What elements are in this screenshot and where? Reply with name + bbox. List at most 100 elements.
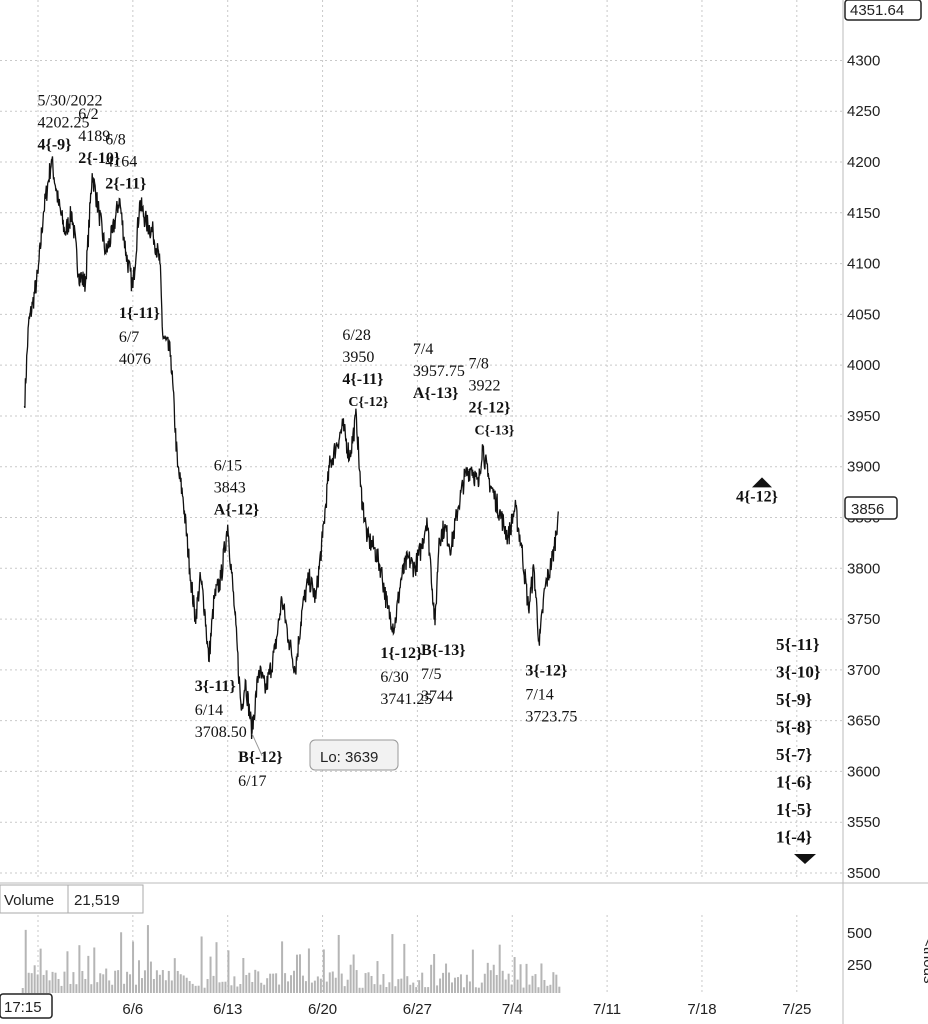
volume-bar <box>358 987 361 993</box>
volume-bar <box>513 957 516 993</box>
wave-label: B{-12} <box>238 749 283 766</box>
volume-bar <box>525 963 528 993</box>
annotation-text: 4189 <box>78 128 110 145</box>
volume-bar <box>495 974 498 993</box>
volume-bar <box>284 973 287 993</box>
volume-bar <box>519 964 522 993</box>
y-tick-label: 3800 <box>847 560 880 577</box>
volume-bar <box>522 987 525 993</box>
x-tick-label: 6/27 <box>403 1001 432 1018</box>
volume-bar <box>120 932 123 993</box>
volume-bar <box>298 954 301 993</box>
volume-unit-label: <thous <box>920 938 928 983</box>
x-tick-label: 6/20 <box>308 1001 337 1018</box>
y-tick-label: 4300 <box>847 52 880 69</box>
annotation-text: 6/15 <box>214 458 242 475</box>
volume-bar <box>504 979 507 993</box>
volume-bar <box>328 972 331 993</box>
wave-label: A{-12} <box>214 502 260 519</box>
x-tick-label: 7/11 <box>593 1001 621 1018</box>
volume-bar <box>117 970 120 993</box>
volume-value: 21,519 <box>74 892 120 909</box>
lo-callout-text: Lo: 3639 <box>320 749 378 766</box>
volume-bar <box>507 973 510 993</box>
projection-down-label: 5{-11} <box>776 635 820 654</box>
volume-bar <box>468 981 471 993</box>
volume-bar <box>301 975 304 993</box>
volume-bar <box>325 981 328 993</box>
volume-bar <box>415 987 418 993</box>
volume-bar <box>343 986 346 993</box>
volume-bar <box>84 978 87 993</box>
volume-bar <box>191 983 194 993</box>
volume-bar <box>140 978 143 993</box>
volume-bar <box>218 982 221 993</box>
volume-bar <box>152 978 155 993</box>
volume-bar <box>158 974 161 993</box>
volume-bar <box>477 987 480 993</box>
y-tick-label: 3550 <box>847 814 880 831</box>
time-badge-text: 17:15 <box>4 999 42 1016</box>
volume-bar <box>462 987 465 993</box>
annotation-text: 6/8 <box>105 132 125 149</box>
volume-bar <box>352 954 355 993</box>
volume-bar <box>54 972 57 993</box>
y-tick-label: 4050 <box>847 306 880 323</box>
annotation-text: 6/7 <box>119 329 139 346</box>
volume-bar <box>197 985 200 993</box>
last-price-badge-text: 3856 <box>851 501 884 518</box>
volume-bar <box>427 987 430 993</box>
volume-bar <box>60 985 63 993</box>
wave-label: B{-13} <box>421 642 466 659</box>
volume-bar <box>272 973 275 993</box>
volume-bar <box>185 977 188 993</box>
volume-bar <box>33 965 36 993</box>
volume-bar <box>239 984 242 993</box>
volume-bar <box>209 956 212 993</box>
projection-up-label: 4{-12} <box>736 488 778 505</box>
volume-bar <box>182 975 185 993</box>
volume-bar <box>102 974 105 993</box>
projection-down-label: 5{-7} <box>776 745 812 764</box>
volume-bar <box>451 982 454 993</box>
wave-label: 4{-11} <box>342 371 383 388</box>
y-tick-label: 3500 <box>847 865 880 882</box>
volume-bar <box>537 987 540 993</box>
annotation-text: 5/30/2022 <box>38 93 103 110</box>
volume-bar <box>331 971 334 993</box>
volume-bar <box>254 969 257 993</box>
volume-bar <box>203 987 206 993</box>
volume-bar <box>251 981 254 993</box>
volume-bar <box>245 975 248 993</box>
volume-bar <box>200 936 203 993</box>
volume-bar <box>436 985 439 993</box>
volume-bar <box>558 986 561 993</box>
wave-label: 3{-11} <box>195 678 236 695</box>
y-tick-label: 3750 <box>847 611 880 628</box>
wave-label: C{-13} <box>474 423 514 438</box>
volume-bar <box>129 974 132 993</box>
volume-bar <box>143 970 146 993</box>
volume-bar <box>39 948 42 993</box>
volume-bar <box>66 951 69 993</box>
volume-bar <box>552 972 555 993</box>
volume-bar <box>418 980 421 993</box>
volume-bar <box>543 980 546 993</box>
volume-bar <box>167 970 170 993</box>
annotation-text: 7/5 <box>421 666 441 683</box>
volume-bar <box>480 982 483 993</box>
volume-bar <box>394 986 397 993</box>
volume-bar <box>540 963 543 993</box>
y-tick-label: 3900 <box>847 459 880 476</box>
volume-bar <box>69 983 72 993</box>
volume-bar <box>36 974 39 993</box>
volume-bar <box>421 972 424 993</box>
volume-bar <box>161 970 164 993</box>
projection-down-label: 3{-10} <box>776 663 821 682</box>
volume-bar <box>212 975 215 993</box>
projection-down-label: 1{-6} <box>776 773 812 792</box>
volume-bar <box>471 949 474 993</box>
wave-label: A{-13} <box>413 385 459 402</box>
wave-label: C{-12} <box>348 395 388 410</box>
wave-label: 2{-10} <box>78 150 120 167</box>
